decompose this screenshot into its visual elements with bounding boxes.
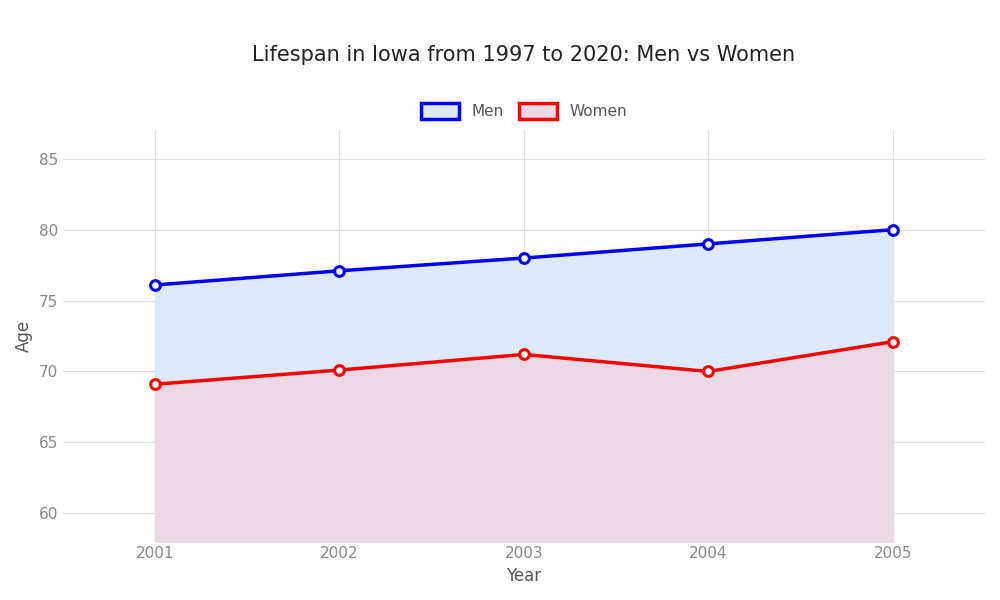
Title: Lifespan in Iowa from 1997 to 2020: Men vs Women: Lifespan in Iowa from 1997 to 2020: Men … [252, 45, 795, 65]
X-axis label: Year: Year [506, 567, 541, 585]
Y-axis label: Age: Age [15, 320, 33, 352]
Legend: Men, Women: Men, Women [415, 97, 633, 125]
